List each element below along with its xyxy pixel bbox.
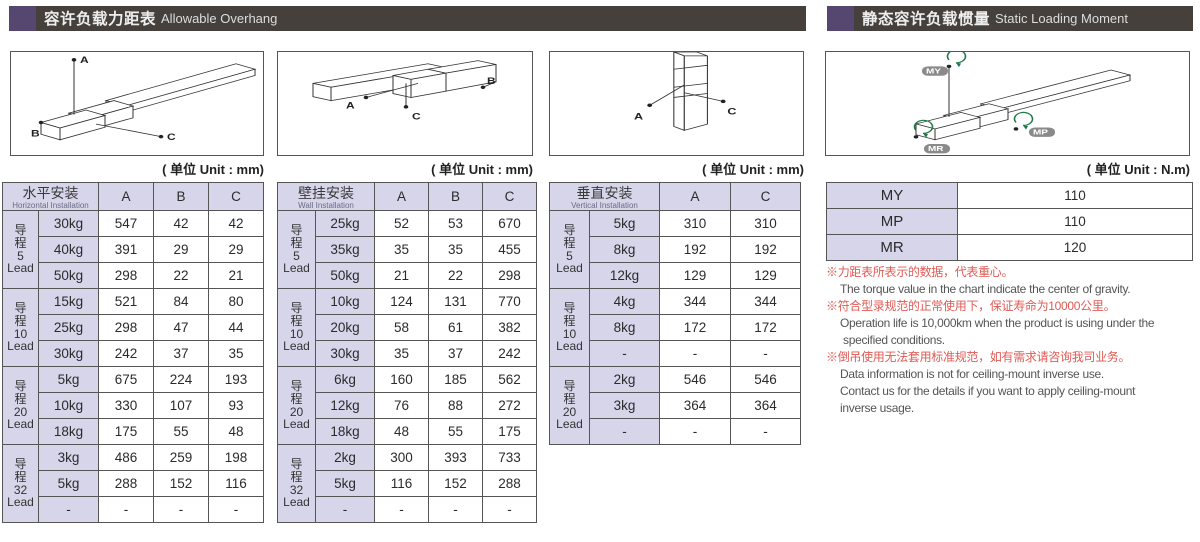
svg-text:C: C: [167, 132, 176, 142]
svg-text:MR: MR: [928, 145, 944, 153]
svg-text:B: B: [31, 129, 40, 139]
svg-text:A: A: [634, 112, 643, 122]
svg-text:C: C: [412, 112, 421, 122]
svg-text:A: A: [346, 101, 355, 111]
svg-text:MP: MP: [1033, 128, 1048, 136]
svg-text:C: C: [727, 107, 736, 117]
svg-text:A: A: [80, 55, 89, 65]
svg-text:MY: MY: [926, 67, 941, 75]
svg-text:B: B: [487, 76, 496, 86]
